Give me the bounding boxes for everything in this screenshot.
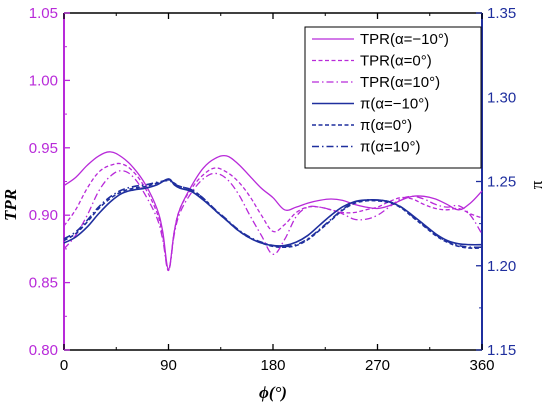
right-axis-title: π	[527, 180, 546, 189]
right-y-tick-label: 1.15	[487, 342, 516, 359]
series-line-2	[63, 162, 483, 272]
x-tick-label: 360	[469, 357, 494, 374]
legend-label: TPR(α=−10°)	[360, 31, 449, 48]
legend: TPR(α=−10°) TPR(α=0°) TPR(α=10°) π(α=−10°) π…	[304, 26, 482, 169]
x-axis-title: ϕ(°)	[259, 383, 287, 402]
series-layer	[63, 151, 483, 272]
right-y-tick-label: 1.30	[487, 89, 516, 106]
left-y-tick-label: 0.90	[29, 207, 58, 224]
series-line-3	[63, 170, 483, 272]
left-y-tick-label: 0.85	[29, 275, 58, 292]
left-y-tick-label: 0.80	[29, 342, 58, 359]
legend-label: π(α=10°)	[360, 139, 420, 156]
left-y-tick-label: 1.00	[29, 72, 58, 89]
series-line-5	[63, 179, 483, 249]
legend-label: π(α=0°)	[360, 117, 412, 134]
x-tick-label: 270	[365, 357, 390, 374]
left-y-tick-label: 1.05	[29, 5, 58, 22]
left-axis-title: TPR	[1, 189, 20, 221]
legend-label: π(α=−10°)	[360, 96, 429, 113]
left-y-tick-label: 0.95	[29, 140, 58, 157]
legend-box	[304, 26, 482, 169]
right-y-tick-label: 1.20	[487, 258, 516, 275]
legend-label: TPR(α=0°)	[360, 53, 432, 70]
x-tick-label: 180	[260, 357, 285, 374]
series-line-6	[63, 179, 483, 249]
x-tick-label: 90	[160, 357, 177, 374]
x-tick-label: 0	[60, 357, 68, 374]
right-y-tick-label: 1.25	[487, 174, 516, 191]
legend-label: TPR(α=10°)	[360, 74, 440, 91]
ticks-layer: 0 90 180 270 360 0.80 0.85 0.90 0.95 1.00 1.05 1.15…	[29, 5, 516, 374]
series-line-1	[63, 151, 483, 270]
right-y-tick-label: 1.35	[487, 5, 516, 22]
series-line-4	[63, 178, 483, 247]
